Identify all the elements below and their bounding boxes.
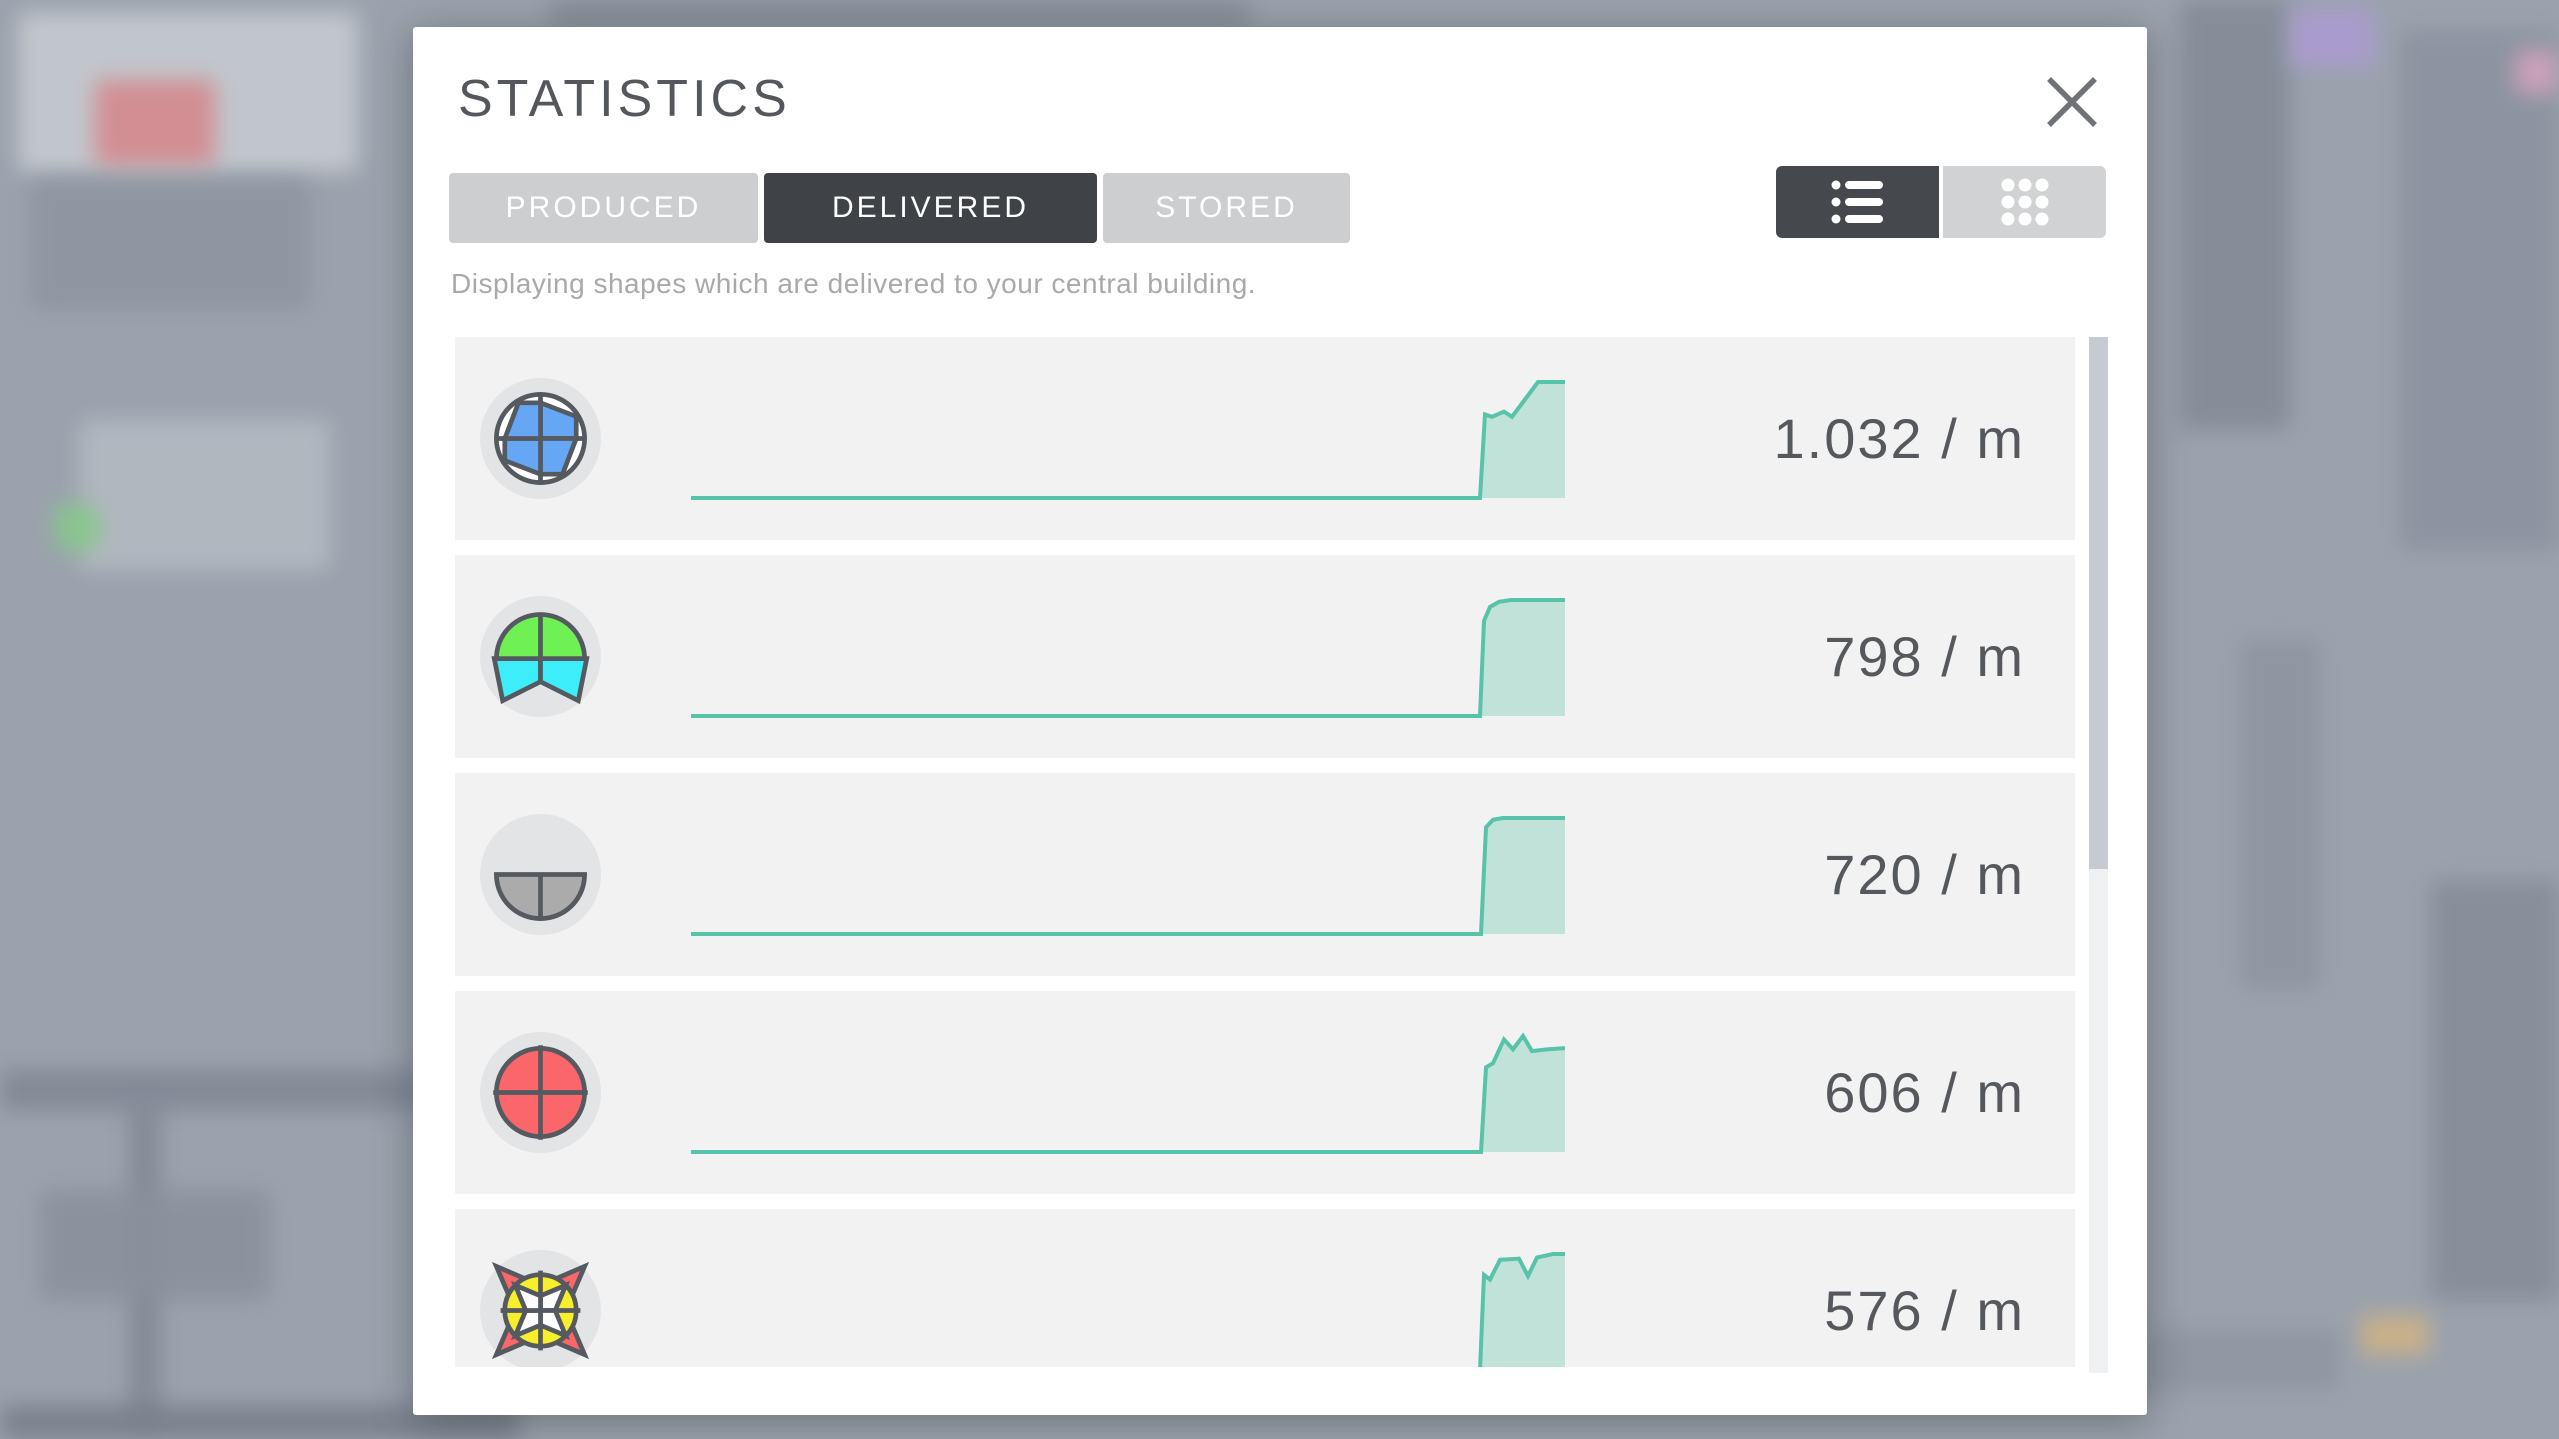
background-blob bbox=[95, 80, 215, 165]
dialog-description: Displaying shapes which are delivered to… bbox=[451, 268, 1257, 299]
delivery-rate: 1.032 / m bbox=[1773, 407, 2025, 470]
background-blob bbox=[2290, 8, 2375, 68]
delivery-rate: 798 / m bbox=[1824, 625, 2025, 688]
delivery-rate: 720 / m bbox=[1824, 843, 2025, 906]
tab-produced[interactable]: PRODUCED bbox=[449, 173, 758, 243]
background-blob bbox=[550, 0, 1250, 26]
shape-badge bbox=[480, 378, 601, 499]
delivery-sparkline bbox=[1478, 1252, 1565, 1367]
scrollbar-thumb[interactable] bbox=[2089, 337, 2108, 869]
shape-icon-windmill-blue bbox=[494, 392, 587, 485]
background-blob bbox=[2240, 640, 2320, 990]
delivery-rate: 576 / m bbox=[1824, 1279, 2025, 1342]
delivery-sparkline bbox=[691, 598, 1565, 718]
stat-row: 720 / m bbox=[455, 773, 2075, 976]
background-blob bbox=[2515, 50, 2559, 94]
stat-row: 1.032 / m bbox=[455, 337, 2075, 540]
background-blob bbox=[2400, 30, 2559, 550]
list-scrollbar[interactable] bbox=[2089, 337, 2108, 1373]
shape-badge bbox=[480, 814, 601, 935]
statistics-dialog: STATISTICS PRODUCED DELIVERED STORED bbox=[413, 27, 2147, 1415]
background-blob bbox=[2360, 1315, 2430, 1355]
shape-icon-layered-star bbox=[491, 1261, 590, 1360]
shape-badge bbox=[480, 596, 601, 717]
background-blob bbox=[30, 180, 310, 310]
stat-row: 798 / m bbox=[455, 555, 2075, 758]
stat-row: 606 / m bbox=[455, 991, 2075, 1194]
shape-icon-circle-red bbox=[493, 1045, 588, 1140]
delivery-rate: 606 / m bbox=[1824, 1061, 2025, 1124]
grid-view-icon bbox=[2001, 178, 2048, 226]
dialog-title: STATISTICS bbox=[458, 70, 791, 128]
background-blob bbox=[40, 1190, 270, 1300]
background-blob bbox=[0, 1070, 420, 1110]
delivery-sparkline bbox=[691, 380, 1565, 500]
list-view-icon bbox=[1831, 180, 1883, 224]
list-view-button[interactable] bbox=[1776, 166, 1939, 238]
close-icon bbox=[2047, 77, 2097, 127]
background-blob bbox=[55, 505, 100, 550]
shape-badge bbox=[480, 1250, 601, 1367]
shape-icon-dome-green-star-cyan bbox=[491, 612, 590, 705]
shape-icon-half-circle-gray bbox=[494, 872, 587, 921]
background-blob bbox=[80, 420, 330, 570]
delivery-sparkline bbox=[691, 816, 1565, 936]
delivery-sparkline bbox=[691, 1032, 1565, 1154]
grid-view-button[interactable] bbox=[1943, 166, 2106, 238]
background-blob bbox=[2180, 0, 2290, 430]
tab-delivered[interactable]: DELIVERED bbox=[764, 173, 1097, 243]
close-button[interactable] bbox=[2035, 65, 2109, 139]
shape-list: 1.032 / m 798 / m bbox=[455, 337, 2075, 1367]
background-blob bbox=[2140, 1330, 2340, 1390]
tab-stored[interactable]: STORED bbox=[1103, 173, 1350, 243]
stat-row: 576 / m bbox=[455, 1209, 2075, 1367]
background-blob bbox=[2430, 880, 2559, 1300]
shape-badge bbox=[480, 1032, 601, 1153]
